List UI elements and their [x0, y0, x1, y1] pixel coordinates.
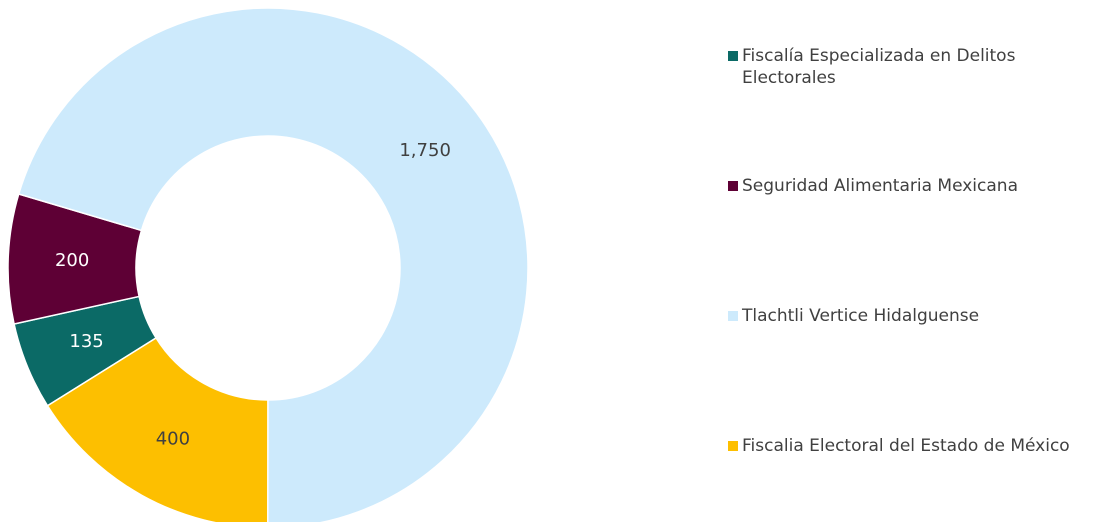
- chart: 135 200 1,750 400: [7, 7, 529, 522]
- data-label: 1,750: [399, 140, 451, 161]
- legend-item: Seguridad Alimentaria Mexicana: [728, 175, 1088, 197]
- legend-swatch: [728, 311, 738, 321]
- legend-label: Seguridad Alimentaria Mexicana: [742, 176, 1018, 196]
- data-label: 200: [55, 250, 89, 271]
- legend-label: Fiscalía Especializada en Delitos Electo…: [742, 46, 1016, 88]
- legend: Fiscalía Especializada en Delitos Electo…: [728, 0, 1097, 522]
- legend-swatch: [728, 441, 738, 451]
- legend-item: Fiscalía Especializada en Delitos Electo…: [728, 45, 1088, 89]
- legend-label: Tlachtli Vertice Hidalguense: [742, 306, 980, 326]
- legend-swatch: [728, 181, 738, 191]
- legend-item: Fiscalia Electoral del Estado de México: [728, 435, 1088, 457]
- data-label: 135: [69, 331, 103, 352]
- legend-label: Fiscalia Electoral del Estado de México: [742, 436, 1070, 456]
- legend-item: Tlachtli Vertice Hidalguense: [728, 305, 1088, 327]
- donut-slice: [17, 7, 529, 522]
- data-label: 400: [156, 428, 190, 449]
- donut-slice: [46, 336, 269, 522]
- legend-swatch: [728, 51, 738, 61]
